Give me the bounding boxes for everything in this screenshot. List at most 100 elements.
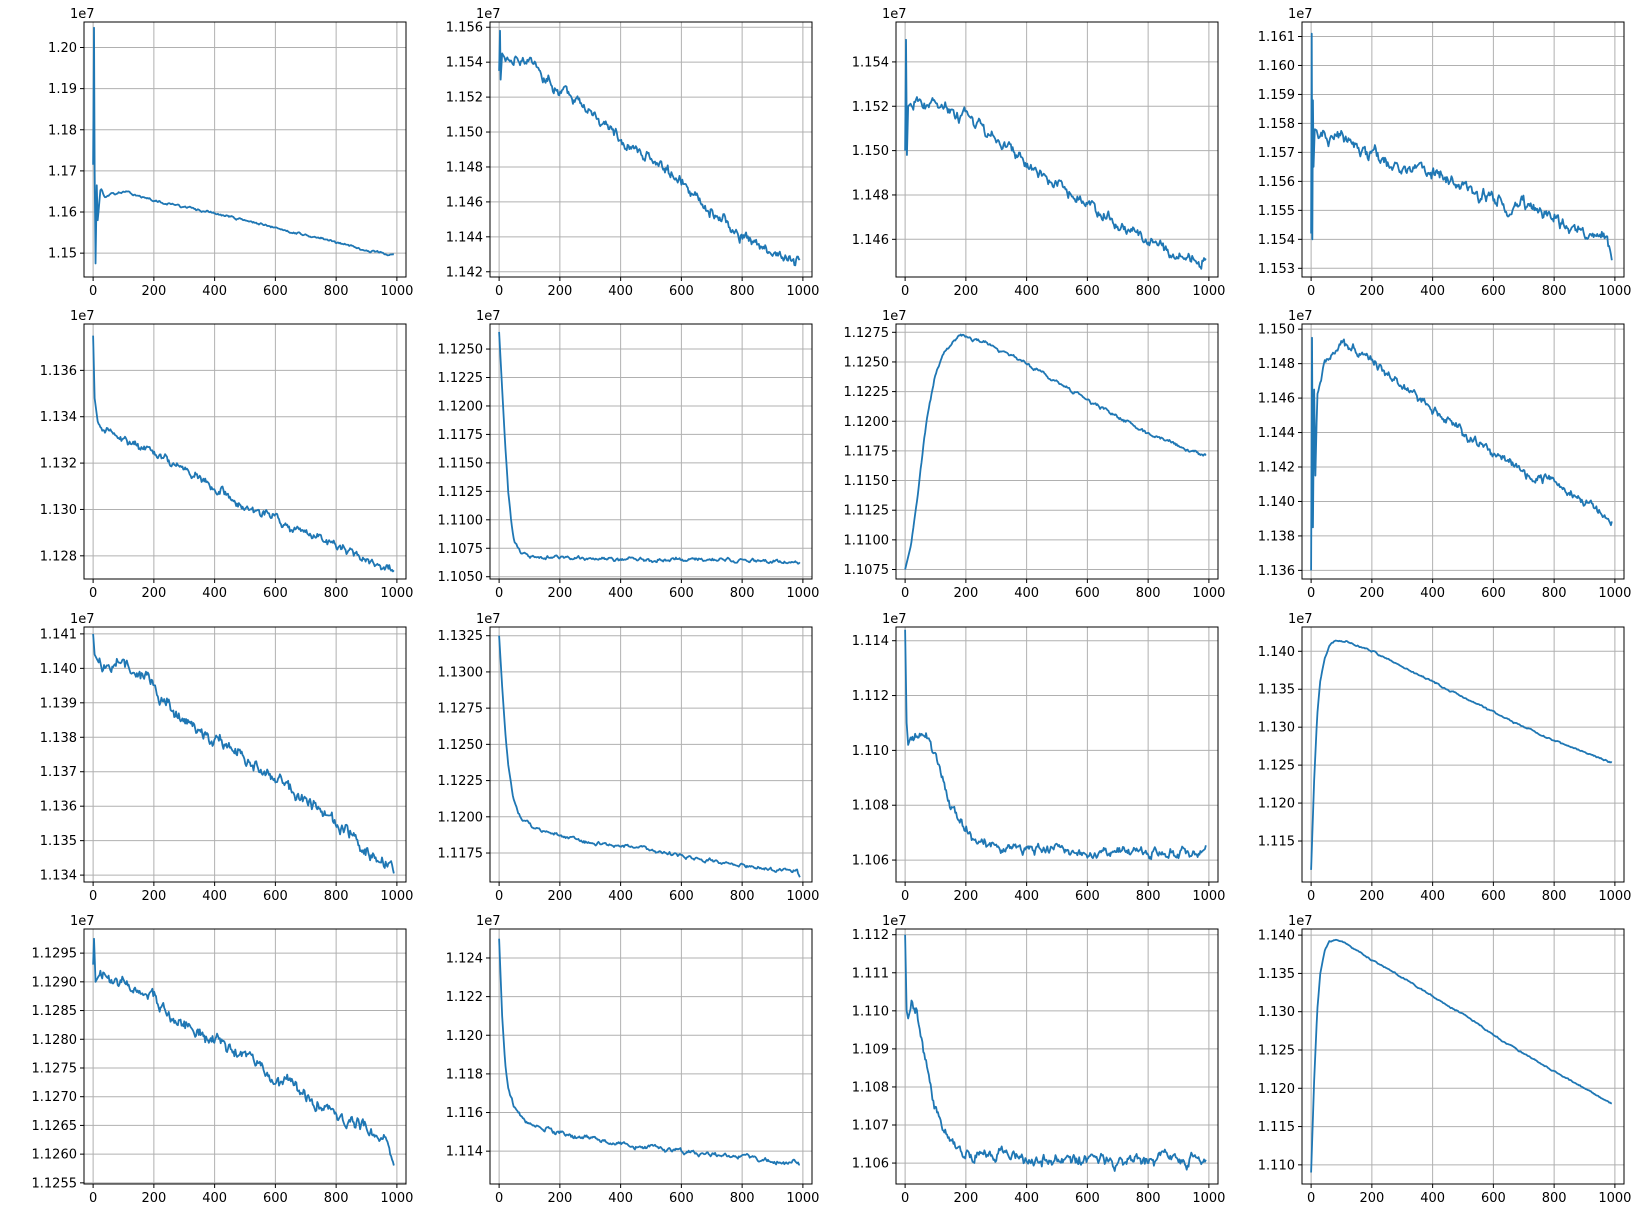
y-tick-label: 1.20: [48, 41, 77, 56]
y-tick-label: 1.109: [852, 1042, 889, 1057]
x-tick-label: 600: [263, 284, 288, 299]
axis-offset-label: 1e7: [70, 914, 95, 929]
y-tick-label: 1.1300: [438, 665, 484, 680]
axes-frame: [489, 626, 813, 883]
x-tick-label: 0: [495, 889, 503, 904]
axis-offset-label: 1e7: [1288, 309, 1313, 324]
x-tick-label: 800: [1542, 284, 1567, 299]
y-tick-label: 1.115: [1258, 835, 1295, 850]
x-tick-label: 1000: [786, 889, 819, 904]
axes-frame: [83, 323, 407, 580]
y-tick-label: 1.16: [48, 206, 77, 221]
x-tick-label: 0: [495, 586, 503, 601]
y-tick-label: 1.142: [446, 265, 483, 280]
series-line: [904, 333, 1207, 570]
axis-offset-label: 1e7: [70, 7, 95, 22]
y-tick-label: 1.154: [1258, 233, 1295, 248]
x-tick-label: 200: [953, 586, 978, 601]
subplot: 0 200 400 600 800 1000 1.114 1.116 1.118 1.120 1.1…: [446, 914, 820, 1206]
axis-offset-label: 1e7: [70, 612, 95, 627]
y-tick-label: 1.150: [1258, 323, 1295, 338]
series-line: [92, 335, 395, 573]
axes-frame: [83, 21, 407, 278]
y-tick-label: 1.1275: [438, 702, 484, 717]
y-tick-label: 1.136: [40, 364, 77, 379]
y-tick-label: 1.153: [1258, 262, 1295, 277]
y-tick-label: 1.146: [1258, 392, 1295, 407]
x-tick-label: 800: [324, 1191, 349, 1206]
x-tick-label: 1000: [380, 284, 413, 299]
x-tick-label: 400: [1014, 889, 1039, 904]
y-tick-label: 1.135: [1258, 683, 1295, 698]
y-tick-label: 1.155: [1258, 204, 1295, 219]
y-tick-label: 1.136: [40, 800, 77, 815]
x-tick-label: 200: [547, 1191, 572, 1206]
y-tick-label: 1.130: [1258, 721, 1295, 736]
x-tick-label: 1000: [380, 889, 413, 904]
axes-frame: [895, 21, 1219, 278]
x-tick-label: 400: [202, 284, 227, 299]
y-tick-label: 1.125: [1258, 759, 1295, 774]
y-tick-label: 1.1250: [438, 738, 484, 753]
axes-frame: [83, 626, 407, 883]
x-tick-label: 600: [263, 586, 288, 601]
series-line: [92, 937, 395, 1166]
x-tick-label: 800: [324, 586, 349, 601]
axis-offset-label: 1e7: [882, 914, 907, 929]
x-tick-label: 600: [1481, 586, 1506, 601]
x-tick-label: 0: [89, 586, 97, 601]
y-tick-label: 1.156: [1258, 175, 1295, 190]
axes-frame: [1301, 21, 1625, 278]
x-tick-label: 800: [1542, 1191, 1567, 1206]
series-line: [92, 633, 395, 874]
y-tick-label: 1.144: [446, 230, 483, 245]
x-tick-label: 200: [953, 1191, 978, 1206]
y-tick-label: 1.1050: [438, 570, 484, 585]
subplot: 0 200 400 600 800 1000 1.1255 1.1260 1.1265 1.127…: [32, 914, 414, 1206]
x-tick-label: 1000: [1598, 1191, 1631, 1206]
x-tick-label: 600: [1075, 284, 1100, 299]
subplot: 0 200 400 600 800 1000 1.15 1.16 1.17 1.18 1.19 1.2…: [48, 7, 413, 299]
x-tick-label: 400: [202, 889, 227, 904]
series-line: [1310, 938, 1613, 1173]
y-tick-label: 1.116: [446, 1106, 483, 1121]
x-tick-label: 200: [1359, 586, 1384, 601]
x-tick-label: 800: [324, 284, 349, 299]
x-tick-label: 0: [495, 1191, 503, 1206]
y-tick-label: 1.106: [852, 854, 889, 869]
x-tick-label: 600: [669, 284, 694, 299]
axis-offset-label: 1e7: [476, 612, 501, 627]
y-tick-label: 1.1265: [32, 1119, 78, 1134]
y-tick-label: 1.110: [1258, 1158, 1295, 1173]
axes-frame: [1301, 626, 1625, 883]
y-tick-label: 1.150: [446, 126, 483, 141]
y-tick-label: 1.1200: [844, 415, 890, 430]
x-tick-label: 200: [1359, 284, 1384, 299]
y-tick-label: 1.154: [852, 55, 889, 70]
x-tick-label: 0: [901, 1191, 909, 1206]
y-tick-label: 1.114: [446, 1145, 483, 1160]
x-tick-label: 800: [730, 889, 755, 904]
axis-offset-label: 1e7: [476, 7, 501, 22]
x-tick-label: 1000: [1598, 586, 1631, 601]
x-tick-label: 1000: [786, 586, 819, 601]
axis-offset-label: 1e7: [882, 309, 907, 324]
x-tick-label: 600: [669, 586, 694, 601]
y-tick-label: 1.138: [1258, 529, 1295, 544]
y-tick-label: 1.1125: [844, 504, 890, 519]
y-tick-label: 1.1250: [844, 355, 890, 370]
x-tick-label: 0: [901, 586, 909, 601]
y-tick-label: 1.144: [1258, 426, 1295, 441]
y-tick-label: 1.157: [1258, 146, 1295, 161]
x-tick-label: 200: [953, 284, 978, 299]
y-tick-label: 1.1225: [438, 371, 484, 386]
subplot: 0 200 400 600 800 1000 1.134 1.135 1.136 1.137 1.1…: [40, 612, 414, 904]
y-tick-label: 1.146: [446, 195, 483, 210]
x-tick-label: 200: [1359, 1191, 1384, 1206]
axes-frame: [895, 626, 1219, 883]
x-tick-label: 1000: [786, 1191, 819, 1206]
x-tick-label: 800: [1136, 1191, 1161, 1206]
y-tick-label: 1.115: [1258, 1120, 1295, 1135]
y-tick-label: 1.134: [40, 410, 77, 425]
y-tick-label: 1.135: [40, 834, 77, 849]
